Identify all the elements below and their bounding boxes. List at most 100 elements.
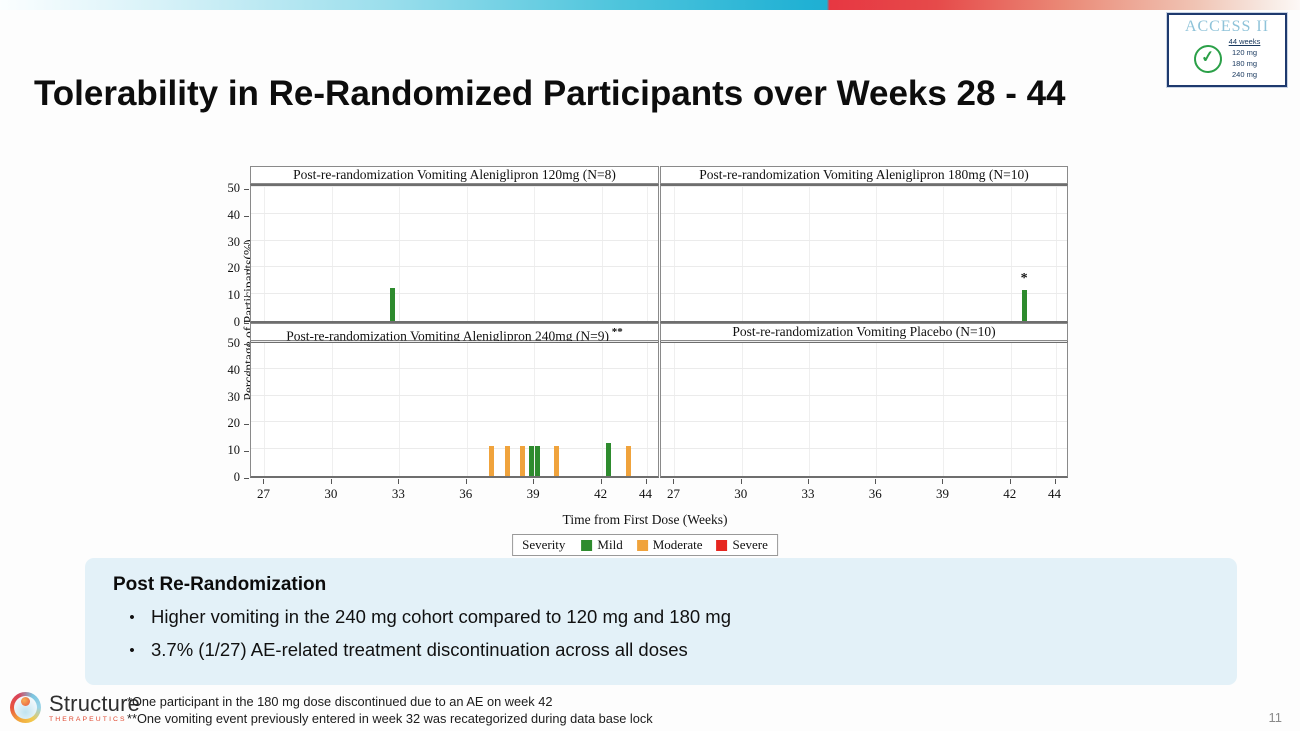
gridline-horizontal <box>251 448 658 450</box>
gridline-horizontal <box>251 212 658 214</box>
gridline-vertical <box>1010 186 1012 321</box>
gridline-vertical <box>399 343 401 476</box>
x-tick <box>600 479 602 484</box>
access-ii-study-badge: ACCESS II ✓ 44 weeks 120 mg 180 mg 240 m… <box>1167 13 1287 87</box>
structure-therapeutics-logo: Structure THERAPEUTICS <box>10 692 140 723</box>
panel-title: Post-re-randomization Vomiting Aleniglip… <box>660 166 1068 184</box>
y-tick-label: 10 <box>227 443 241 458</box>
footnote-2: **One vomiting event previously entered … <box>127 710 653 726</box>
x-tick <box>740 479 742 484</box>
x-tick-label: 33 <box>391 486 405 501</box>
vomiting-severity-panel-chart: Percentage of Participants(%) Time from … <box>200 160 1090 562</box>
access-ii-logo-text: ACCESS II <box>1184 18 1270 35</box>
vomiting-bar-moderate <box>488 446 494 476</box>
gridline-vertical <box>646 186 648 321</box>
vomiting-bar-mild <box>529 446 535 476</box>
vomiting-bar-mild <box>390 287 396 321</box>
check-circle-icon: ✓ <box>1192 43 1224 75</box>
gridline-horizontal <box>661 212 1067 214</box>
bar-footnote-marker: * <box>1020 271 1028 287</box>
panel-title: Post-re-randomization Vomiting Placebo (… <box>660 323 1068 341</box>
summary-bullet-2-text: 3.7% (1/27) AE-related treatment discont… <box>151 639 688 660</box>
y-tick-label: 0 <box>233 470 240 484</box>
gridline-vertical <box>674 343 676 476</box>
structure-logo-name: Structure <box>49 690 141 716</box>
panel-title-text: Post-re-randomization Vomiting Aleniglip… <box>286 328 610 344</box>
gridline-horizontal <box>661 367 1067 369</box>
x-tick-label: 39 <box>526 486 540 501</box>
y-tick-label: 30 <box>227 234 241 249</box>
gridline-horizontal <box>251 239 658 241</box>
gridline-horizontal <box>251 266 658 268</box>
gridline-vertical <box>646 343 648 476</box>
x-tick <box>263 479 265 484</box>
structure-logo-subtext: THERAPEUTICS <box>49 715 127 723</box>
gridline-vertical <box>534 186 536 321</box>
access-dose-240: 240 mg <box>1231 69 1258 79</box>
y-tick <box>244 424 249 426</box>
x-tick <box>1054 479 1056 484</box>
panel-plot <box>660 341 1068 478</box>
x-tick <box>645 479 647 484</box>
gridline-horizontal <box>251 394 658 396</box>
y-tick-label: 30 <box>227 389 241 404</box>
x-tick-label: 27 <box>256 486 270 501</box>
y-tick <box>244 397 249 399</box>
summary-bullet-1-text: Higher vomiting in the 240 mg cohort com… <box>151 606 731 627</box>
gridline-horizontal <box>661 394 1067 396</box>
vomiting-bar-moderate <box>520 446 526 476</box>
x-tick <box>398 479 400 484</box>
x-tick <box>465 479 467 484</box>
vomiting-bar-mild <box>535 446 541 476</box>
gridline-horizontal <box>251 293 658 295</box>
panel-title-text: Post-re-randomization Vomiting Placebo (… <box>732 324 996 339</box>
gridline-vertical <box>876 343 878 476</box>
severity-legend: Severity Mild Moderate Severe <box>512 534 778 556</box>
footnotes: *One participant in the 180 mg dose disc… <box>127 694 653 727</box>
y-tick <box>244 269 249 271</box>
x-tick <box>807 479 809 484</box>
panel-title-text: Post-re-randomization Vomiting Aleniglip… <box>699 167 1029 182</box>
summary-bullet-1: • Higher vomiting in the 240 mg cohort c… <box>113 606 1237 630</box>
y-tick <box>244 370 249 372</box>
x-tick <box>1009 479 1011 484</box>
gridline-horizontal <box>661 448 1067 450</box>
legend-item-mild: Mild <box>581 537 623 553</box>
gridline-horizontal <box>251 367 658 369</box>
x-tick <box>533 479 535 484</box>
x-tick <box>942 479 944 484</box>
access-duration: 44 weeks <box>1228 37 1261 46</box>
y-tick-label: 20 <box>227 261 241 276</box>
gridline-horizontal <box>251 421 658 423</box>
structure-logo-icon <box>10 692 41 723</box>
bullet-icon: • <box>129 642 135 659</box>
x-tick-label: 36 <box>868 486 882 501</box>
panel-plot <box>250 184 659 323</box>
gridline-horizontal <box>251 341 658 342</box>
vomiting-bar-moderate <box>554 446 560 476</box>
y-tick-label: 50 <box>227 336 241 350</box>
x-tick-label: 39 <box>935 486 949 501</box>
y-tick <box>244 189 249 190</box>
x-tick-label: 42 <box>594 486 608 501</box>
y-tick-label: 40 <box>227 362 241 377</box>
legend-item-severe: Severe <box>716 537 768 553</box>
legend-title: Severity <box>522 537 566 552</box>
summary-callout-box: Post Re-Randomization • Higher vomiting … <box>85 558 1237 685</box>
access-dose-180: 180 mg <box>1231 58 1258 68</box>
y-tick-label: 40 <box>227 207 241 222</box>
panel-title-footnote-marker: ** <box>609 326 623 338</box>
vomiting-bar-moderate <box>504 446 510 476</box>
page-number: 11 <box>1268 710 1283 725</box>
gridline-vertical <box>808 186 810 321</box>
gridline-horizontal <box>661 341 1067 342</box>
x-axis-label: Time from First Dose (Weeks) <box>562 512 728 527</box>
gridline-horizontal <box>661 266 1067 268</box>
panel-plot <box>250 341 659 478</box>
x-tick-label: 44 <box>639 486 653 501</box>
x-tick <box>875 479 877 484</box>
footnote-1: *One participant in the 180 mg dose disc… <box>127 694 553 709</box>
x-tick <box>330 479 332 484</box>
y-tick <box>244 242 249 244</box>
y-tick <box>244 215 249 217</box>
